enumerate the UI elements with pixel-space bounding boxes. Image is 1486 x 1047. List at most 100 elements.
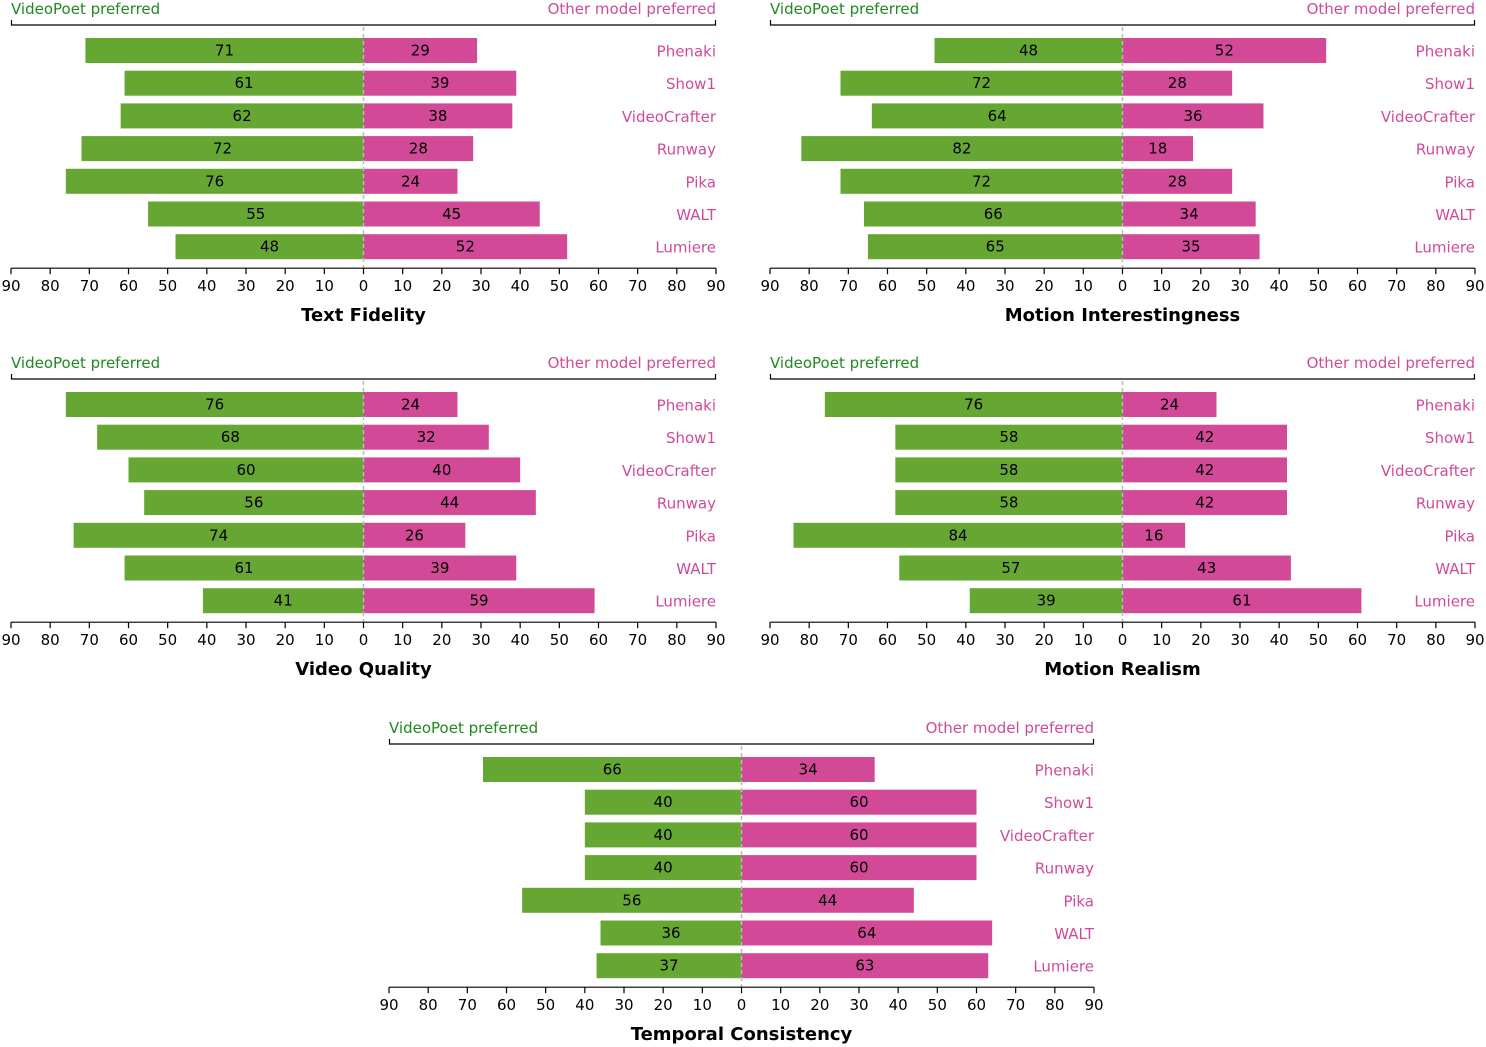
bar-videopoet-show1	[895, 424, 1123, 450]
x-tick-label: 10	[315, 631, 334, 649]
x-tick-label: 50	[550, 277, 569, 295]
category-label: WALT	[1054, 925, 1095, 943]
value-label-videopoet: 68	[221, 428, 240, 446]
bar-videopoet-runway	[144, 490, 364, 516]
value-label-videopoet: 76	[964, 396, 983, 414]
x-tick-label: 90	[706, 631, 725, 649]
x-tick-label: 20	[432, 277, 451, 295]
value-label-videopoet: 76	[205, 396, 224, 414]
x-tick-label: 40	[511, 631, 530, 649]
x-tick-label: 50	[158, 277, 177, 295]
bar-videopoet-runway	[81, 136, 364, 162]
value-label-videopoet: 56	[622, 891, 641, 909]
category-label: Lumiere	[1414, 593, 1475, 611]
x-tick-label: 70	[1387, 631, 1406, 649]
x-tick-label: 30	[995, 631, 1014, 649]
bar-other-pika	[1122, 522, 1186, 548]
category-label: Runway	[1416, 495, 1475, 513]
bar-videopoet-videocrafter	[120, 103, 364, 129]
bar-other-lumiere	[363, 588, 595, 614]
x-tick-label: 50	[1309, 631, 1328, 649]
x-tick-label: 40	[889, 996, 908, 1014]
value-label-other: 44	[440, 494, 459, 512]
left-preference-label: VideoPoet preferred	[770, 0, 919, 18]
right-preference-label: Other model preferred	[548, 354, 716, 372]
value-label-other: 24	[1160, 396, 1179, 414]
x-tick-label: 0	[737, 996, 747, 1014]
bar-other-lumiere	[741, 953, 989, 979]
value-label-videopoet: 82	[952, 140, 971, 158]
header-bracket	[10, 20, 717, 26]
chart-panel: VideoPoet preferred Other model preferred…	[379, 719, 1103, 1045]
value-label-other: 42	[1195, 494, 1214, 512]
x-tick-label: 60	[589, 631, 608, 649]
x-tick-label: 50	[917, 631, 936, 649]
x-tick-label: 40	[956, 631, 975, 649]
value-label-other: 52	[456, 238, 475, 256]
value-label-videopoet: 58	[999, 428, 1018, 446]
category-label: Phenaki	[657, 43, 716, 61]
value-label-videopoet: 36	[661, 924, 680, 942]
category-label: Runway	[657, 495, 716, 513]
left-preference-label: VideoPoet preferred	[11, 0, 160, 18]
x-tick-label: 40	[1270, 277, 1289, 295]
bar-other-videocrafter	[1122, 103, 1264, 129]
bar-videopoet-lumiere	[969, 588, 1123, 614]
value-label-videopoet: 64	[988, 107, 1007, 125]
bar-videopoet-phenaki	[824, 392, 1123, 417]
x-tick-label: 20	[810, 996, 829, 1014]
header-bracket	[10, 374, 717, 380]
bar-videopoet-runway	[895, 490, 1123, 516]
x-tick-label: 30	[471, 277, 490, 295]
x-tick-label: 80	[1045, 996, 1064, 1014]
category-label: VideoCrafter	[622, 108, 717, 126]
chart-title: Motion Realism	[1044, 659, 1201, 680]
bar-other-show1	[1122, 70, 1233, 96]
bar-videopoet-pika	[73, 522, 364, 548]
bar-videopoet-lumiere	[202, 588, 364, 614]
category-label: Show1	[666, 429, 716, 447]
bar-videopoet-show1	[584, 789, 742, 815]
x-tick-label: 80	[419, 996, 438, 1014]
x-tick-label: 20	[1035, 631, 1054, 649]
bar-other-walt	[363, 555, 517, 581]
bar-other-show1	[363, 424, 489, 450]
value-label-videopoet: 61	[234, 74, 253, 92]
x-tick-label: 0	[359, 631, 369, 649]
bar-videopoet-videocrafter	[128, 457, 364, 483]
value-label-videopoet: 56	[244, 494, 263, 512]
bar-other-phenaki	[363, 392, 458, 417]
category-label: Show1	[1044, 794, 1094, 812]
value-label-other: 61	[1232, 592, 1251, 610]
bar-videopoet-videocrafter	[871, 103, 1123, 129]
x-tick-label: 90	[1465, 277, 1484, 295]
x-tick-label: 90	[760, 277, 779, 295]
value-label-other: 60	[849, 859, 868, 877]
value-label-other: 44	[818, 891, 837, 909]
x-tick-label: 60	[589, 277, 608, 295]
bar-videopoet-walt	[148, 201, 364, 227]
bar-videopoet-pika	[793, 522, 1123, 548]
right-preference-label: Other model preferred	[548, 0, 716, 18]
value-label-videopoet: 72	[972, 172, 991, 190]
value-label-videopoet: 37	[659, 957, 678, 975]
x-tick-label: 40	[197, 277, 216, 295]
bar-other-videocrafter	[363, 103, 513, 129]
x-tick-label: 0	[1118, 277, 1128, 295]
category-label: VideoCrafter	[1000, 827, 1095, 845]
category-label: VideoCrafter	[1381, 108, 1476, 126]
x-tick-label: 30	[849, 996, 868, 1014]
x-tick-label: 40	[511, 277, 530, 295]
x-tick-label: 10	[771, 996, 790, 1014]
category-label: VideoCrafter	[622, 462, 717, 480]
bar-videopoet-phenaki	[85, 38, 364, 63]
x-tick-label: 80	[41, 631, 60, 649]
value-label-videopoet: 72	[972, 74, 991, 92]
bar-other-pika	[741, 887, 914, 913]
x-tick-label: 70	[80, 631, 99, 649]
bar-other-videocrafter	[741, 822, 977, 848]
value-label-videopoet: 66	[603, 761, 622, 779]
category-label: WALT	[1435, 560, 1476, 578]
x-tick-label: 70	[1006, 996, 1025, 1014]
category-label: WALT	[676, 206, 717, 224]
